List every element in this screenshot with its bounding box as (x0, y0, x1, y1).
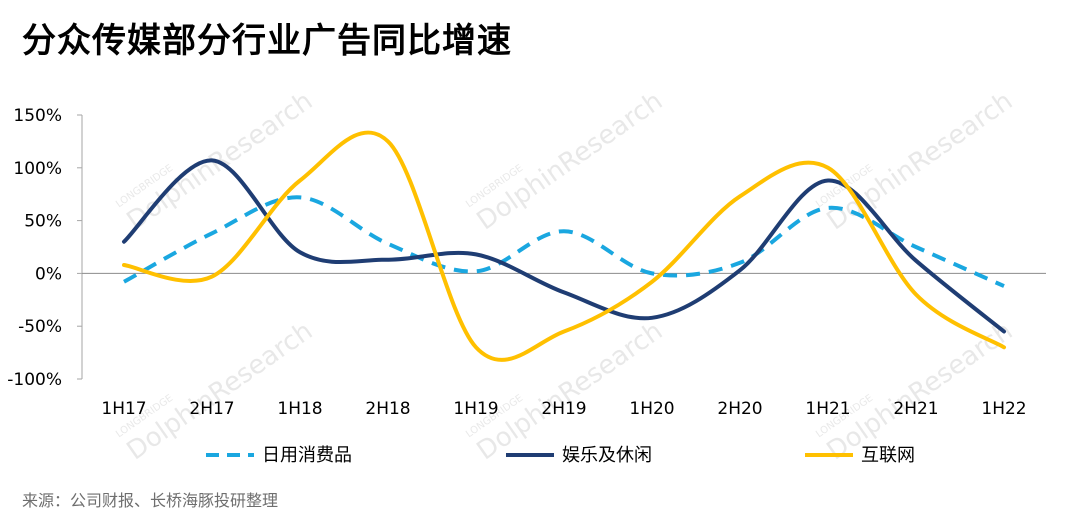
y-tick-label: -100% (7, 370, 62, 390)
legend-label-2: 娱乐及休闲 (562, 445, 652, 466)
x-tick-label: 1H22 (981, 399, 1026, 419)
x-tick-label: 2H21 (893, 399, 938, 419)
series-line-1 (123, 195, 1005, 288)
x-tick-label: 2H20 (717, 399, 762, 419)
x-tick-label: 2H19 (541, 399, 586, 419)
x-tick-label: 1H21 (805, 399, 850, 419)
watermark-text: DolphinResearch (822, 86, 1019, 236)
y-tick-label: 50% (24, 212, 62, 232)
x-tick-label: 2H17 (189, 399, 234, 419)
x-tick-label: 2H18 (365, 399, 410, 419)
chart-title: 分众传媒部分行业广告同比增速 (22, 21, 512, 61)
y-tick-label: 0% (35, 264, 62, 284)
y-tick-label: 100% (13, 159, 62, 179)
x-tick-label: 1H20 (629, 399, 674, 419)
series-line-2 (122, 158, 1006, 334)
axes (77, 114, 1046, 380)
legend-label-1: 日用消费品 (262, 445, 352, 466)
series-line-3 (122, 130, 1006, 362)
x-tick-label: 1H19 (453, 399, 498, 419)
legend-label-3: 互联网 (861, 445, 915, 466)
watermark-text: DolphinResearch (122, 316, 319, 466)
watermark-text: DolphinResearch (472, 316, 669, 466)
y-tick-label: -50% (18, 317, 62, 337)
x-tick-label: 1H17 (101, 399, 146, 419)
x-tick-label: 1H18 (277, 399, 322, 419)
y-axis-labels: 150% 100% 50% 0% -50% -100% (7, 106, 62, 390)
source-note: 来源：公司财报、长桥海豚投研整理 (22, 491, 279, 510)
watermark-text: DolphinResearch (472, 86, 669, 236)
series-lines (122, 130, 1006, 362)
y-tick-label: 150% (13, 106, 62, 126)
x-axis-labels: 1H17 2H17 1H18 2H18 1H19 2H19 1H20 2H20 1H21 2H21… (101, 399, 1026, 419)
legend: 日用消费品 娱乐及休闲 互联网 (206, 445, 915, 466)
